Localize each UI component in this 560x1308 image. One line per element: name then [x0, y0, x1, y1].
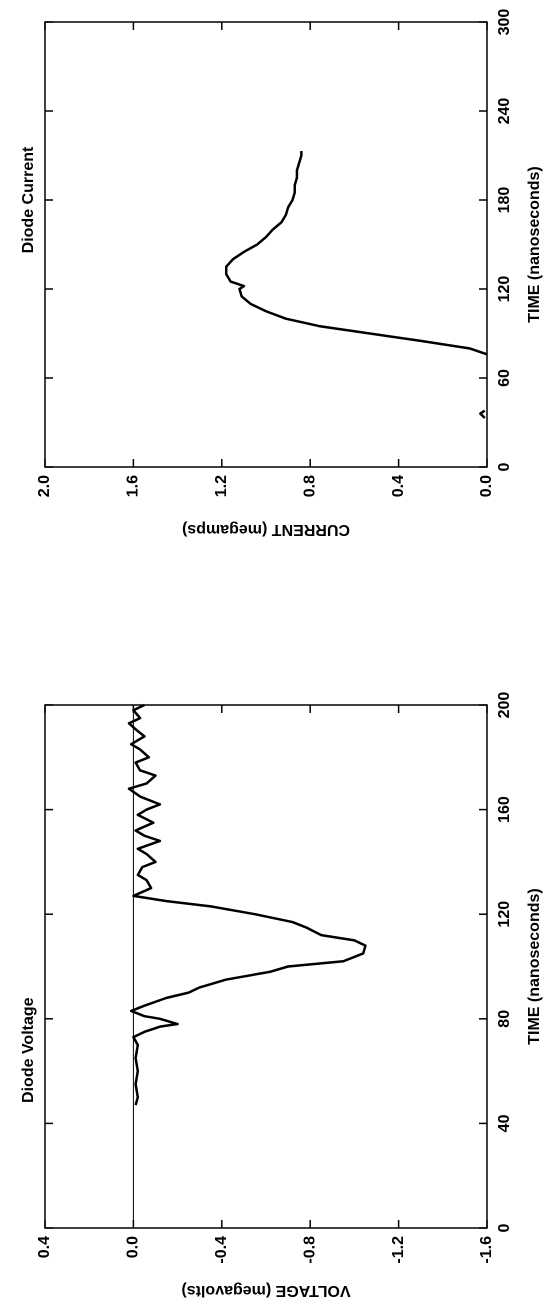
x-tick-label: 180: [496, 187, 513, 214]
x-axis-label: TIME (nanoseconds): [526, 888, 543, 1044]
y-tick-label: 1.2: [213, 475, 230, 497]
x-tick-label: 120: [496, 901, 513, 928]
x-tick-label: 80: [496, 1010, 513, 1028]
x-tick-label: 120: [496, 276, 513, 303]
y-tick-label: 0.4: [390, 475, 407, 497]
y-tick-label: 1.6: [125, 475, 142, 497]
chart: Diode Current TIME (nanoseconds) CURRENT (…: [20, 9, 543, 538]
x-tick-label: 240: [496, 98, 513, 125]
chart-title: Diode Voltage: [20, 997, 37, 1103]
x-axis-label: TIME (nanoseconds): [526, 166, 543, 322]
x-tick-label: 60: [496, 369, 513, 387]
y-tick-label: 0.4: [36, 1236, 53, 1258]
data-line: [127, 703, 367, 1106]
plot-frame: [44, 704, 488, 1229]
y-tick-label: -1.2: [390, 1236, 407, 1264]
chart: Diode Voltage TIME (nanoseconds) VOLTAGE (…: [20, 692, 543, 1299]
y-axis-label: CURRENT (megamps): [182, 521, 350, 538]
y-tick-label: -0.8: [301, 1236, 318, 1264]
plot-frame: [44, 21, 488, 468]
x-tick-label: 0: [496, 1223, 513, 1232]
x-tick-label: 300: [496, 9, 513, 36]
x-tick-label: 160: [496, 796, 513, 823]
x-tick-label: 40: [496, 1114, 513, 1132]
chart-title: Diode Current: [20, 146, 37, 253]
y-axis-label: VOLTAGE (megavolts): [181, 1282, 350, 1299]
y-tick-label: 2.0: [36, 475, 53, 497]
y-tick-label: 0.0: [478, 475, 495, 497]
data-line: [224, 151, 488, 419]
y-tick-label: -0.4: [213, 1236, 230, 1264]
y-tick-label: 0.0: [125, 1236, 142, 1258]
y-tick-label: -1.6: [478, 1236, 495, 1264]
y-tick-label: 0.8: [301, 475, 318, 497]
x-tick-label: 0: [496, 462, 513, 471]
x-tick-label: 200: [496, 692, 513, 719]
